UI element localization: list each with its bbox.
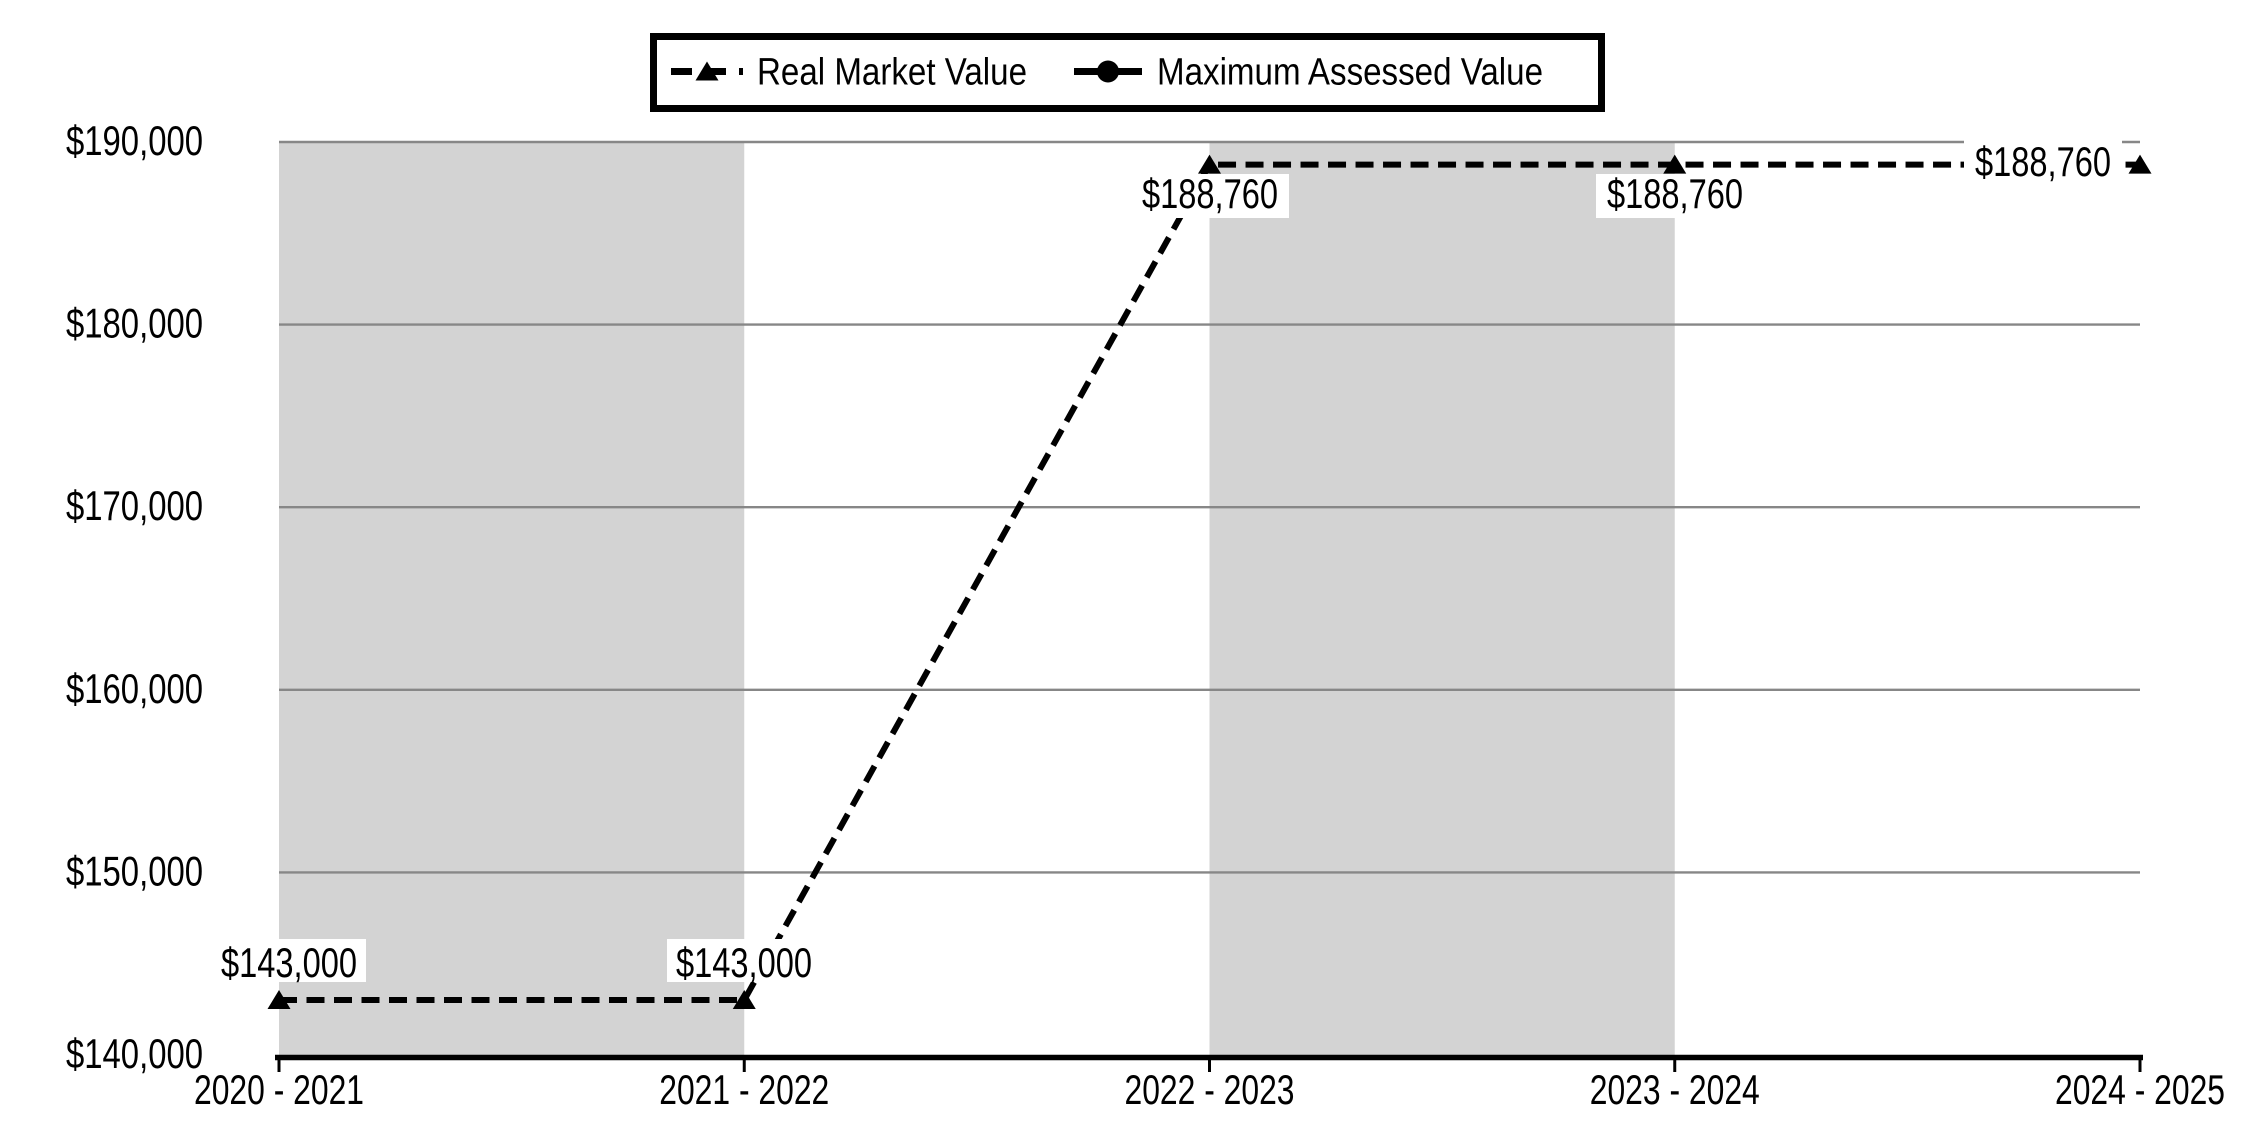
legend-triangle-marker-icon bbox=[695, 61, 719, 81]
y-tick-label-140000: $140,000 bbox=[66, 1030, 203, 1077]
x-axis-ticks bbox=[277, 1060, 2142, 1072]
x-label-2023-2024: 2023 - 2024 bbox=[1590, 1066, 1760, 1113]
data-label-text: $188,760 bbox=[1607, 170, 1743, 217]
legend-label-maximum-assessed-value: Maximum Assessed Value bbox=[1157, 52, 1543, 94]
y-tick-label-160000: $160,000 bbox=[66, 665, 203, 712]
y-axis-tick-labels: $190,000 $180,000 $170,000 $160,000 $150… bbox=[66, 117, 203, 1077]
shaded-band-2022-2023 bbox=[1209, 142, 1675, 1055]
data-label-box bbox=[1596, 174, 1754, 218]
x-label-2022-2023: 2022 - 2023 bbox=[1125, 1066, 1295, 1113]
x-label-2024-2025: 2024 - 2025 bbox=[2055, 1066, 2225, 1113]
x-label-2021-2022: 2021 - 2022 bbox=[659, 1066, 829, 1113]
triangle-marker-2024-2025 bbox=[2128, 154, 2152, 174]
data-labels: $143,000 $143,000 $188,760 $188,760 $188… bbox=[212, 138, 2122, 986]
data-label-box bbox=[1964, 140, 2122, 187]
real-market-value-line bbox=[279, 161, 2140, 1003]
y-tick-label-180000: $180,000 bbox=[66, 300, 203, 347]
legend-item-real-market-value: Real Market Value bbox=[671, 52, 1027, 94]
data-label-point-2: $143,000 bbox=[667, 939, 821, 986]
legend: Real Market Value Maximum Assessed Value bbox=[650, 33, 1605, 112]
legend-label-real-market-value: Real Market Value bbox=[757, 52, 1027, 94]
y-tick-label-150000: $150,000 bbox=[66, 847, 203, 894]
gridlines bbox=[279, 140, 2140, 874]
data-label-box bbox=[1131, 174, 1289, 218]
legend-item-maximum-assessed-value: Maximum Assessed Value bbox=[1074, 52, 1543, 94]
data-label-box bbox=[212, 939, 366, 982]
x-axis-category-labels: 2020 - 2021 2021 - 2022 2022 - 2023 2023… bbox=[194, 1066, 2225, 1113]
triangle-marker-2023-2024 bbox=[1663, 154, 1687, 174]
data-point-markers bbox=[267, 154, 2152, 1009]
triangle-marker-2022-2023 bbox=[1198, 154, 1221, 174]
shaded-band-2020-2021 bbox=[279, 142, 745, 1055]
data-label-text: $143,000 bbox=[221, 939, 357, 986]
legend-circle-marker-icon bbox=[1097, 60, 1119, 83]
data-label-text: $188,760 bbox=[1975, 138, 2111, 185]
data-label-point-1: $143,000 bbox=[212, 939, 366, 986]
legend-box bbox=[650, 33, 1605, 112]
y-tick-label-170000: $170,000 bbox=[66, 482, 203, 529]
shaded-bands bbox=[279, 142, 1675, 1055]
data-label-point-3: $188,760 bbox=[1131, 170, 1289, 218]
data-label-point-4: $188,760 bbox=[1596, 170, 1754, 218]
data-label-box bbox=[667, 939, 821, 982]
data-label-text: $143,000 bbox=[676, 939, 812, 986]
data-label-point-5: $188,760 bbox=[1964, 138, 2122, 187]
data-label-text: $188,760 bbox=[1142, 170, 1278, 217]
triangle-marker-2020-2021 bbox=[267, 990, 291, 1009]
y-tick-label-190000: $190,000 bbox=[66, 117, 203, 164]
x-label-2020-2021: 2020 - 2021 bbox=[194, 1066, 364, 1113]
triangle-marker-2021-2022 bbox=[732, 990, 756, 1009]
